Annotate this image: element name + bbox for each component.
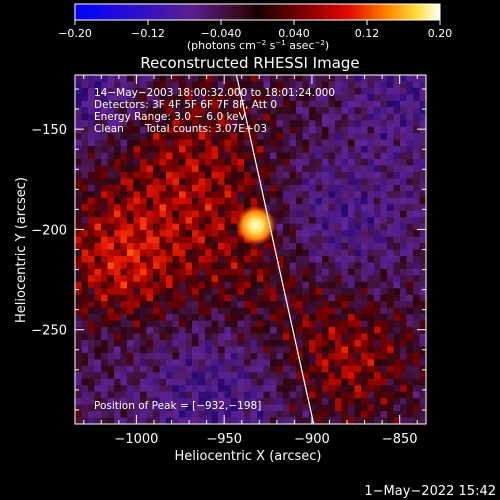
y-axis-ticks: [75, 88, 426, 411]
x-tick-labels: −1000 −950 −900 −850: [114, 432, 417, 447]
y-axis-label: Heliocentric Y (arcsec): [14, 177, 29, 323]
colorbar-tick-label: −0.20: [58, 27, 92, 40]
x-tick-label: −900: [294, 432, 330, 447]
annotation-energy: Energy Range: 3.0 − 6.0 keV: [94, 111, 247, 123]
colorbar-tick-label: 0.12: [355, 27, 380, 40]
x-tick-label: −850: [382, 432, 418, 447]
colorbar-tick-label: −0.12: [131, 27, 165, 40]
colorbar-units: (photons cm−2 s−1 asec−2): [187, 39, 329, 52]
annotation-clean: Clean: [94, 123, 124, 135]
colorbar-tick-label: 0.040: [278, 27, 310, 40]
annotation-time-range: 14−May−2003 18:00:32.000 to 18:01:24.000: [94, 87, 335, 99]
annotation-detectors: Detectors: 3F 4F 5F 6F 7F 8F, Att 0: [94, 99, 277, 111]
y-tick-labels: −150 −200 −250: [31, 123, 67, 339]
emission-peak: [235, 205, 276, 246]
x-tick-label: −1000: [114, 432, 158, 447]
heatmap-image: [75, 75, 426, 424]
colorbar-ticks: [74, 20, 441, 25]
annotation-peak-position: Position of Peak = [−932,−198]: [94, 400, 261, 412]
y-tick-label: −200: [31, 223, 67, 238]
x-axis-ticks: [83, 75, 418, 424]
y-tick-label: −150: [31, 123, 67, 138]
x-tick-label: −950: [206, 432, 242, 447]
colorbar-tick-labels: −0.20 −0.12 −0.040 0.040 0.12 0.20: [58, 27, 452, 40]
colorbar-tick-label: 0.20: [428, 27, 453, 40]
annotation-block: 14−May−2003 18:00:32.000 to 18:01:24.000…: [94, 87, 335, 135]
solar-limb-line: [235, 75, 315, 424]
colorbar-tick-label: −0.040: [201, 27, 242, 40]
footer-date: 1−May−2022 15:42: [364, 484, 496, 499]
annotation-total-counts: Total counts: 3.07E+03: [144, 123, 267, 135]
x-axis-label: Heliocentric X (arcsec): [175, 449, 322, 464]
y-tick-label: −250: [31, 324, 67, 339]
colorbar: [74, 3, 441, 21]
chart-title: Reconstructed RHESSI Image: [140, 54, 359, 72]
